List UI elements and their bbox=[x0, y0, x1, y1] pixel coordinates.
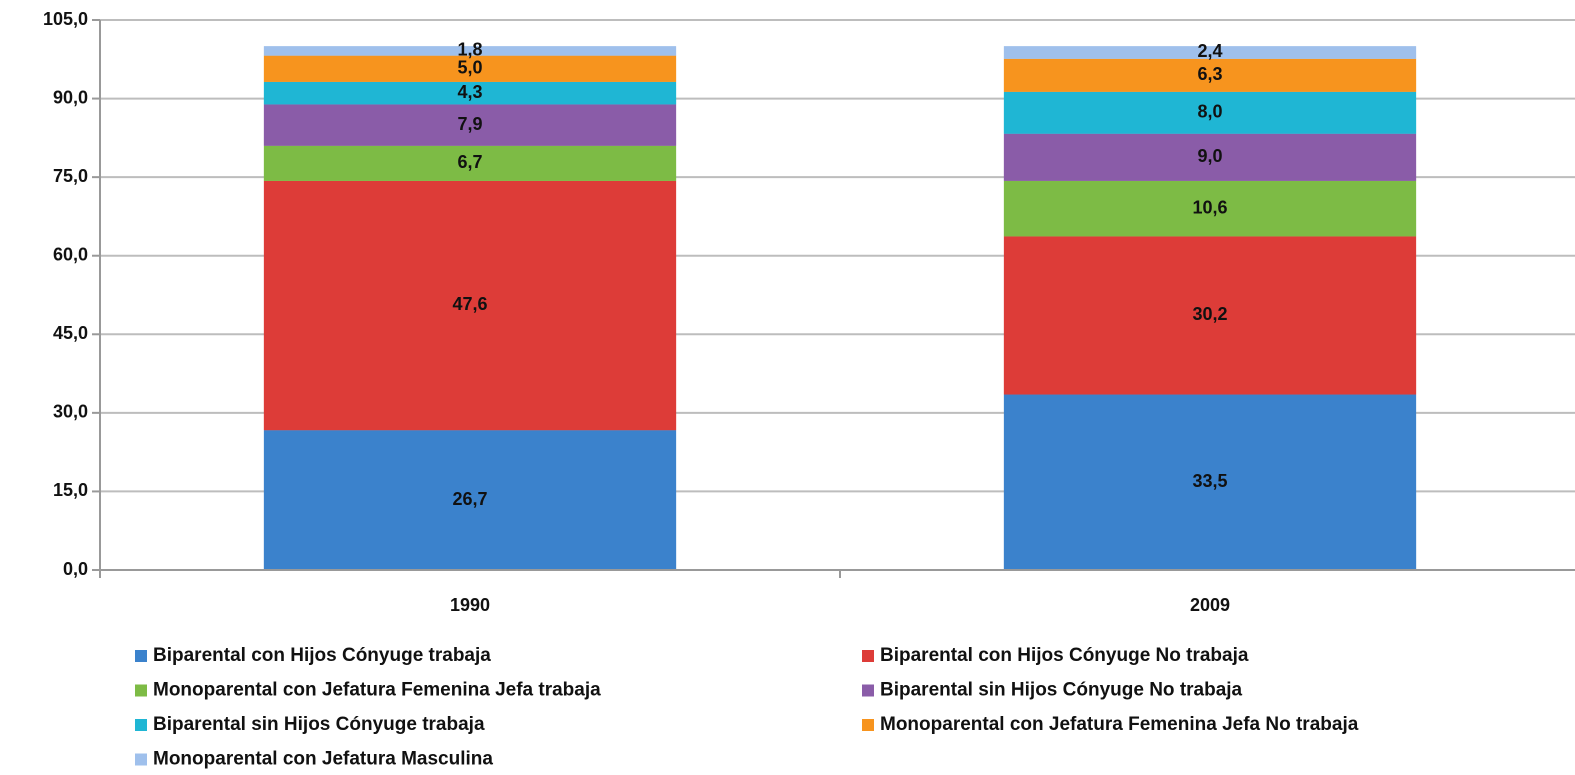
legend-label: Monoparental con Jefatura Masculina bbox=[153, 749, 493, 770]
legend-label: Monoparental con Jefatura Femenina Jefa … bbox=[153, 680, 601, 701]
legend-label: Biparental con Hijos Cónyuge No trabaja bbox=[880, 645, 1249, 666]
legend-marker bbox=[862, 650, 874, 662]
x-tick-label: 2009 bbox=[1190, 595, 1230, 615]
legend-marker bbox=[135, 719, 147, 731]
legend-marker bbox=[862, 684, 874, 697]
data-label: 10,6 bbox=[1192, 197, 1227, 217]
data-label: 2,4 bbox=[1197, 41, 1222, 61]
bar-segment bbox=[1003, 394, 1417, 570]
data-label: 6,3 bbox=[1197, 64, 1222, 84]
bar-segment bbox=[263, 104, 677, 146]
bar-segment bbox=[263, 81, 677, 105]
data-label: 30,2 bbox=[1192, 304, 1227, 324]
data-label: 7,9 bbox=[457, 114, 482, 134]
bar-segment bbox=[1003, 133, 1417, 181]
bar-segment bbox=[263, 145, 677, 181]
y-tick-label: 15,0 bbox=[53, 480, 88, 500]
bar-segment bbox=[263, 430, 677, 570]
legend-marker bbox=[135, 650, 147, 662]
bar-segment bbox=[263, 55, 677, 82]
y-tick-label: 45,0 bbox=[53, 323, 88, 343]
legend-label: Biparental sin Hijos Cónyuge trabaja bbox=[153, 714, 485, 735]
y-tick-label: 0,0 bbox=[63, 559, 88, 579]
y-tick-label: 75,0 bbox=[53, 166, 88, 186]
x-tick-label: 1990 bbox=[450, 595, 490, 615]
data-label: 8,0 bbox=[1197, 101, 1222, 121]
data-label: 26,7 bbox=[452, 489, 487, 509]
legend-label: Monoparental con Jefatura Femenina Jefa … bbox=[880, 714, 1359, 735]
legend-marker bbox=[135, 684, 147, 697]
bar-segment bbox=[263, 46, 677, 56]
data-label: 47,6 bbox=[452, 294, 487, 314]
bar-segment bbox=[1003, 58, 1417, 92]
bar-segment bbox=[1003, 180, 1417, 237]
bar-segment bbox=[1003, 236, 1417, 395]
bar-segment bbox=[263, 180, 677, 431]
y-tick-label: 105,0 bbox=[43, 9, 88, 29]
legend-marker bbox=[862, 719, 874, 731]
legend-label: Biparental sin Hijos Cónyuge No trabaja bbox=[880, 680, 1243, 701]
bar-segment bbox=[1003, 46, 1417, 59]
y-tick-label: 30,0 bbox=[53, 402, 88, 422]
data-label: 1,8 bbox=[457, 40, 482, 60]
legend-marker bbox=[135, 753, 147, 766]
data-label: 5,0 bbox=[457, 57, 482, 77]
data-label: 33,5 bbox=[1192, 471, 1227, 491]
y-tick-label: 60,0 bbox=[53, 244, 88, 264]
data-label: 4,3 bbox=[457, 82, 482, 102]
legend-label: Biparental con Hijos Cónyuge trabaja bbox=[153, 645, 491, 666]
data-label: 6,7 bbox=[457, 152, 482, 172]
data-label: 9,0 bbox=[1197, 146, 1222, 166]
bar-segment bbox=[1003, 91, 1417, 134]
y-tick-label: 90,0 bbox=[53, 87, 88, 107]
